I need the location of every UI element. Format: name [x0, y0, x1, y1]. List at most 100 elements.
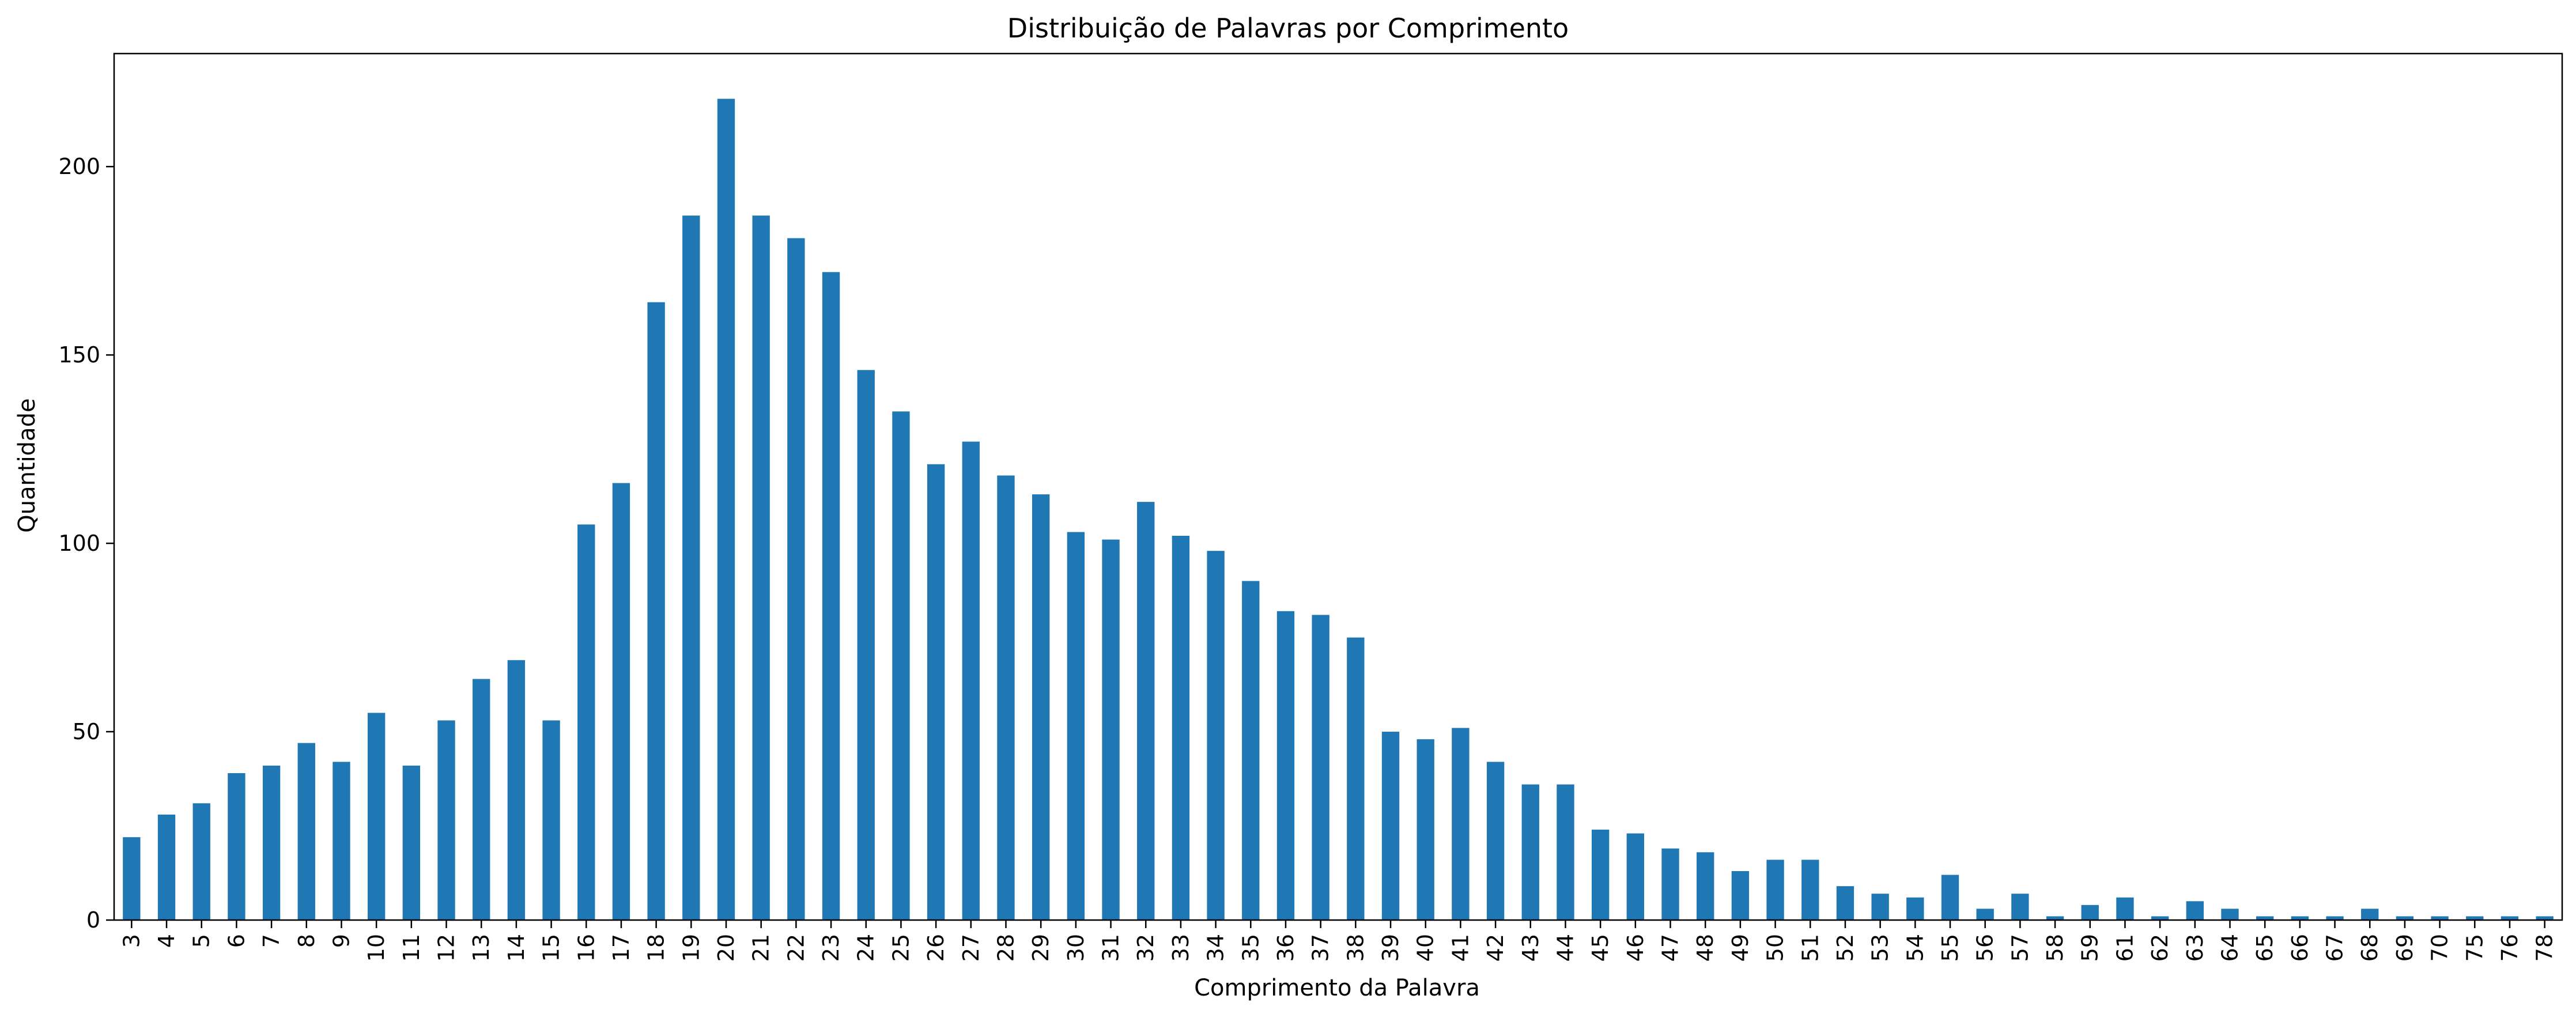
x-tick-label-47: 47 — [1658, 934, 1683, 962]
x-tick-label-40: 40 — [1413, 934, 1438, 962]
x-tick-label-20: 20 — [713, 934, 739, 962]
x-tick-label-53: 53 — [1868, 934, 1893, 962]
bar-52 — [1836, 886, 1854, 920]
bar-28 — [997, 475, 1015, 920]
bar-70 — [2431, 916, 2449, 920]
bar-67 — [2326, 916, 2344, 920]
x-tick-label-55: 55 — [1937, 934, 1963, 962]
bar-76 — [2501, 916, 2519, 920]
chart-title: Distribuição de Palavras por Comprimento — [1007, 13, 1569, 44]
bar-49 — [1731, 871, 1750, 920]
x-tick-label-41: 41 — [1448, 934, 1473, 962]
x-tick-label-48: 48 — [1693, 934, 1718, 962]
x-tick-label-6: 6 — [224, 934, 249, 948]
x-tick-label-26: 26 — [923, 934, 949, 962]
bar-22 — [787, 238, 805, 920]
bar-40 — [1417, 739, 1434, 920]
x-tick-label-45: 45 — [1588, 934, 1613, 962]
bar-50 — [1766, 860, 1784, 920]
bar-10 — [367, 713, 386, 920]
bar-30 — [1067, 532, 1085, 920]
y-tick-label-150: 150 — [58, 342, 100, 368]
bar-13 — [473, 679, 490, 920]
x-tick-label-3: 3 — [119, 934, 144, 948]
x-tick-label-46: 46 — [1623, 934, 1648, 962]
bar-38 — [1347, 637, 1365, 920]
x-tick-label-49: 49 — [1728, 934, 1753, 962]
x-tick-label-28: 28 — [993, 934, 1018, 962]
bar-32 — [1137, 502, 1155, 920]
x-tick-label-52: 52 — [1833, 934, 1858, 962]
bar-46 — [1626, 833, 1644, 920]
bar-12 — [437, 720, 455, 920]
x-tick-label-14: 14 — [504, 934, 529, 962]
x-tick-label-67: 67 — [2322, 934, 2348, 962]
bar-31 — [1102, 539, 1120, 920]
x-tick-label-64: 64 — [2217, 934, 2242, 962]
x-tick-label-36: 36 — [1273, 934, 1298, 962]
bar-53 — [1871, 894, 1889, 920]
x-tick-label-13: 13 — [469, 934, 494, 962]
bar-55 — [1941, 875, 1959, 920]
bar-66 — [2291, 916, 2309, 920]
axes-frame — [113, 52, 2563, 921]
bar-57 — [2011, 894, 2029, 920]
bar-56 — [1976, 909, 1994, 920]
bar-58 — [2046, 916, 2064, 920]
bar-11 — [402, 765, 420, 920]
bar-5 — [192, 803, 210, 920]
bar-64 — [2221, 909, 2239, 920]
bar-65 — [2256, 916, 2274, 920]
x-tick-label-56: 56 — [1973, 934, 1998, 962]
x-tick-label-27: 27 — [958, 934, 984, 962]
bar-36 — [1276, 611, 1295, 920]
x-tick-label-10: 10 — [364, 934, 389, 962]
bar-19 — [682, 215, 700, 921]
x-tick-label-16: 16 — [573, 934, 599, 962]
x-tick-label-37: 37 — [1308, 934, 1334, 962]
bar-25 — [892, 411, 910, 920]
bar-33 — [1172, 536, 1190, 920]
x-tick-label-63: 63 — [2182, 934, 2208, 962]
bar-35 — [1242, 581, 1260, 920]
x-tick-label-35: 35 — [1238, 934, 1263, 962]
x-tick-label-31: 31 — [1098, 934, 1124, 962]
x-tick-label-39: 39 — [1378, 934, 1403, 962]
bar-51 — [1801, 860, 1819, 920]
bar-37 — [1312, 615, 1329, 920]
x-tick-label-44: 44 — [1553, 934, 1578, 962]
x-tick-label-65: 65 — [2252, 934, 2277, 962]
bar-3 — [123, 837, 141, 920]
x-tick-label-23: 23 — [818, 934, 844, 962]
bar-27 — [962, 441, 980, 920]
x-tick-label-32: 32 — [1133, 934, 1158, 962]
x-tick-label-30: 30 — [1063, 934, 1089, 962]
bar-4 — [157, 814, 176, 920]
x-tick-label-12: 12 — [434, 934, 459, 962]
bar-23 — [822, 272, 840, 920]
x-tick-label-42: 42 — [1483, 934, 1508, 962]
x-tick-label-69: 69 — [2392, 934, 2418, 962]
bar-68 — [2361, 909, 2379, 920]
bar-14 — [507, 660, 526, 920]
y-tick-label-0: 0 — [86, 907, 100, 933]
x-tick-label-66: 66 — [2287, 934, 2313, 962]
bar-21 — [752, 215, 770, 921]
x-tick-label-38: 38 — [1343, 934, 1368, 962]
x-tick-label-61: 61 — [2112, 934, 2137, 962]
bar-63 — [2186, 901, 2204, 920]
bar-62 — [2151, 916, 2169, 920]
x-tick-label-54: 54 — [1902, 934, 1928, 962]
bar-16 — [577, 524, 595, 920]
bar-34 — [1207, 551, 1225, 920]
x-tick-label-68: 68 — [2357, 934, 2382, 962]
bar-8 — [297, 743, 315, 920]
y-axis-label: Quantidade — [14, 398, 40, 532]
bar-42 — [1486, 762, 1505, 920]
x-tick-label-9: 9 — [328, 934, 354, 948]
x-tick-label-21: 21 — [749, 934, 774, 962]
x-tick-label-7: 7 — [259, 934, 284, 948]
x-tick-label-34: 34 — [1203, 934, 1229, 962]
